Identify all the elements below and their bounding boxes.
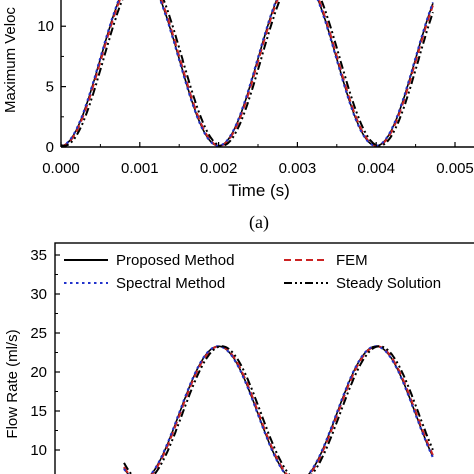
panel-a-curves [60,0,434,147]
panel-b-ylabel: Flow Rate (ml/s) [4,329,21,438]
panel-a-axes: 0.000 0.001 0.002 0.003 0.004 0.005 0 5 10 [37,0,474,177]
panel-b-curves [123,345,434,474]
panel-b-frame [54,242,474,474]
panel-a-y-tick-label: 10 [37,18,54,35]
panel-b-y-tick-label: 10 [30,442,47,459]
panel-b-axes: 10 15 20 25 30 35 [30,242,474,474]
panel-a-y-tick-label: 5 [46,79,54,96]
panel-a-series-dot [60,0,434,147]
legend-label: Proposed Method [116,252,234,269]
panel-b-series-dot [123,345,434,474]
panel-a-xlabel: Time (s) [228,181,290,200]
legend-label: FEM [336,252,368,269]
panel-a-x-tick-label: 0.003 [279,160,317,177]
panel-a-x-tick-label: 0.002 [200,160,238,177]
panel-a-series-dash [60,0,434,147]
panel-b-y-tick-label: 20 [30,364,47,381]
panel-b-y-tick-label: 15 [30,403,47,420]
panel-a-y-tick-label: 0 [46,139,54,156]
panel-a-series-dashdotdot [60,0,434,147]
legend: Proposed Method FEM Spectral Method Steady … [64,252,441,292]
panel-a-series-solid [60,0,434,147]
panel-a: 0.000 0.001 0.002 0.003 0.004 0.005 0 5 10 Time … [2,0,474,233]
panel-a-x-tick-label: 0.004 [357,160,395,177]
panel-b-y-tick-label: 35 [30,247,47,264]
legend-label: Steady Solution [336,275,441,292]
panel-a-x-tick-label: 0.001 [121,160,159,177]
panel-b: 10 15 20 25 30 35 Flow Rate (ml/s) Proposed M… [4,242,474,474]
panel-a-x-tick-label: 0.005 [436,160,474,177]
panel-a-label: (a) [249,212,269,233]
panel-b-series-dash [123,345,434,474]
panel-b-series-dashdotdot [123,345,434,474]
legend-label: Spectral Method [116,275,225,292]
panel-b-series-solid [123,345,434,474]
panel-a-ylabel: Maximum Veloc [2,7,19,113]
panel-b-y-tick-label: 25 [30,325,47,342]
panel-b-y-tick-label: 30 [30,286,47,303]
panel-a-x-tick-label: 0.000 [42,160,80,177]
